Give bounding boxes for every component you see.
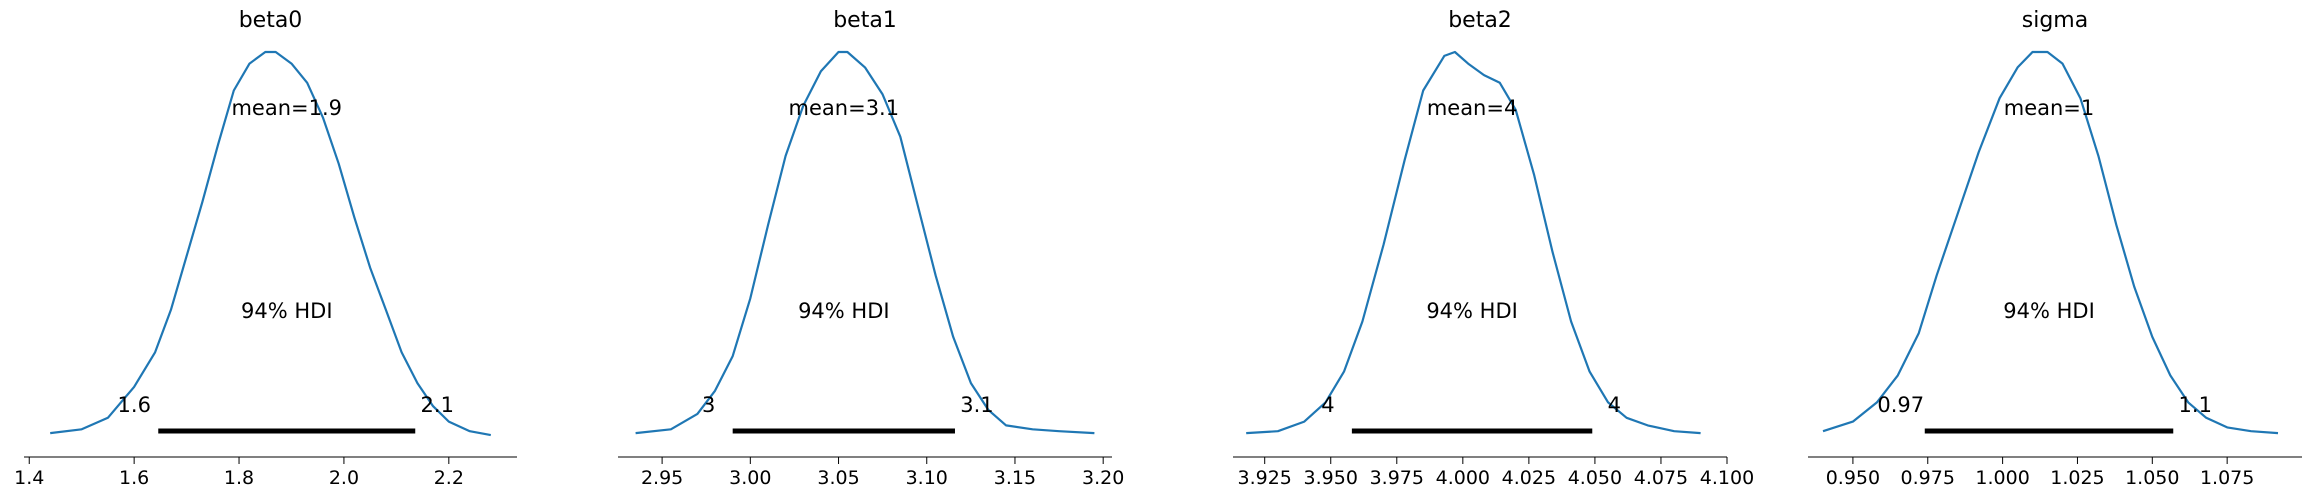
x-tick-label: 1.025 bbox=[2050, 467, 2104, 489]
x-tick-label: 4.075 bbox=[1634, 467, 1688, 489]
x-tick-label: 1.6 bbox=[119, 467, 149, 489]
density-curve bbox=[50, 50, 492, 437]
mean-label: mean=1 bbox=[2004, 96, 2095, 120]
posterior-panel-beta1: beta1 mean=3.1 94% HDI 3 3.1 2.95 3.00 3.05 3.10… bbox=[618, 8, 1124, 489]
hdi-label: 94% HDI bbox=[241, 299, 333, 323]
density-curve bbox=[635, 50, 1095, 435]
x-tick-label: 1.8 bbox=[224, 467, 254, 489]
x-tick-label: 4.100 bbox=[1700, 467, 1754, 489]
mean-label: mean=1.9 bbox=[231, 96, 342, 120]
x-tick-label: 4.050 bbox=[1568, 467, 1622, 489]
hdi-high-label: 1.1 bbox=[2179, 393, 2212, 417]
x-tick-label: 1.4 bbox=[14, 467, 44, 489]
x-tick-label: 1.075 bbox=[2200, 467, 2254, 489]
posterior-panel-beta0: beta0 mean=1.9 94% HDI 1.6 2.1 1.4 1.6 1.8 2.0 2.… bbox=[14, 8, 517, 489]
x-tick-label: 2.95 bbox=[641, 467, 683, 489]
panel-title: beta1 bbox=[833, 8, 897, 33]
hdi-high-label: 4 bbox=[1608, 393, 1621, 417]
x-tick-label: 3.925 bbox=[1237, 467, 1291, 489]
panel-title: sigma bbox=[2022, 8, 2088, 33]
density-curve bbox=[1822, 50, 2279, 435]
mean-label: mean=3.1 bbox=[789, 96, 900, 120]
hdi-label: 94% HDI bbox=[798, 299, 890, 323]
x-tick-label: 3.20 bbox=[1082, 467, 1124, 489]
hdi-low-label: 1.6 bbox=[118, 393, 151, 417]
hdi-low-label: 3 bbox=[702, 393, 715, 417]
hdi-low-label: 0.97 bbox=[1877, 393, 1924, 417]
x-tick-label: 1.000 bbox=[1975, 467, 2029, 489]
x-tick-label: 3.05 bbox=[817, 467, 859, 489]
x-tick-label: 0.975 bbox=[1901, 467, 1955, 489]
x-tick-label: 4.025 bbox=[1502, 467, 1556, 489]
mean-label: mean=4 bbox=[1427, 96, 1518, 120]
hdi-label: 94% HDI bbox=[1426, 299, 1518, 323]
hdi-high-label: 3.1 bbox=[960, 393, 993, 417]
x-tick-label: 0.950 bbox=[1826, 467, 1880, 489]
x-tick-label: 2.0 bbox=[329, 467, 359, 489]
x-tick-label: 4.000 bbox=[1436, 467, 1490, 489]
x-tick-label: 2.2 bbox=[434, 467, 464, 489]
posterior-panel-beta2: beta2 mean=4 94% HDI 4 4 3.925 3.950 3.975 4.000… bbox=[1233, 8, 1754, 489]
panel-title: beta0 bbox=[239, 8, 303, 33]
x-tick-label: 3.10 bbox=[906, 467, 948, 489]
x-tick-label: 3.15 bbox=[994, 467, 1036, 489]
hdi-label: 94% HDI bbox=[2003, 299, 2095, 323]
x-tick-label: 3.975 bbox=[1370, 467, 1424, 489]
density-curve bbox=[1246, 50, 1701, 435]
x-tick-label: 3.00 bbox=[729, 467, 771, 489]
x-tick-label: 1.050 bbox=[2125, 467, 2179, 489]
hdi-high-label: 2.1 bbox=[421, 393, 454, 417]
hdi-low-label: 4 bbox=[1321, 393, 1334, 417]
x-tick-label: 3.950 bbox=[1304, 467, 1358, 489]
panel-title: beta2 bbox=[1448, 8, 1512, 33]
posterior-panel-sigma: sigma mean=1 94% HDI 0.97 1.1 0.950 0.975 1.000… bbox=[1808, 8, 2302, 489]
